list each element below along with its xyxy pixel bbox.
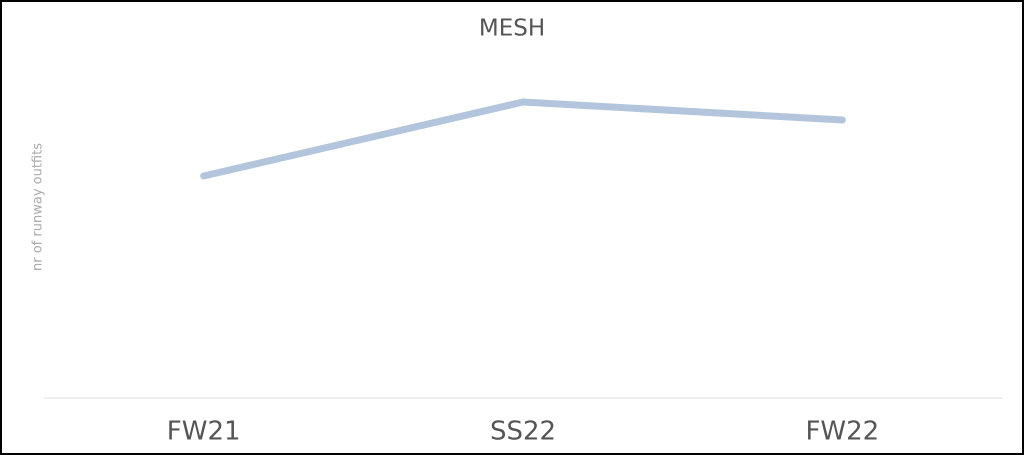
data-line: [200, 98, 846, 180]
y-axis-label: nr of runway outfits: [31, 143, 46, 271]
x-tick-label: FW22: [805, 417, 879, 447]
x-tick-label: FW21: [167, 417, 241, 447]
chart-title: MESH: [479, 16, 545, 42]
x-tick-label: SS22: [490, 417, 556, 447]
